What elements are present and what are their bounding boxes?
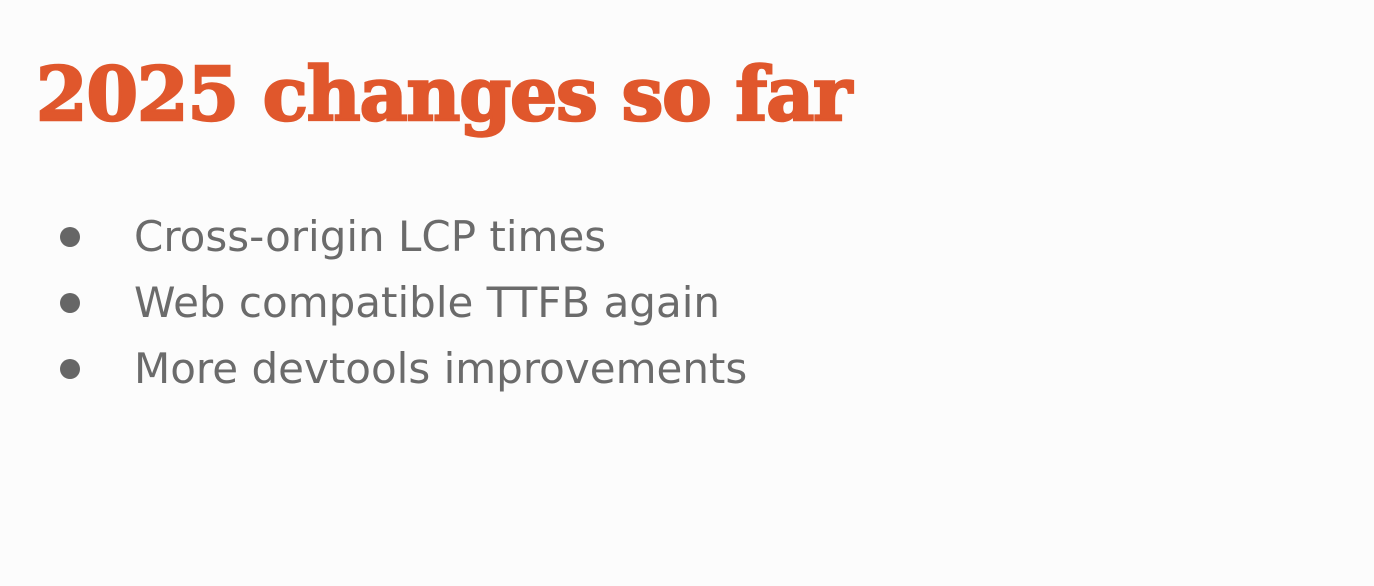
bullet-text: Web compatible TTFB again (134, 278, 720, 327)
bullet-text: Cross-origin LCP times (134, 212, 607, 261)
bullet-dot-icon (60, 227, 80, 247)
bullet-dot-icon (60, 359, 80, 379)
bullet-text: More devtools improvements (134, 344, 748, 393)
slide-title: 2025 changes so far (35, 51, 854, 140)
bullet-dot-icon (60, 293, 80, 313)
